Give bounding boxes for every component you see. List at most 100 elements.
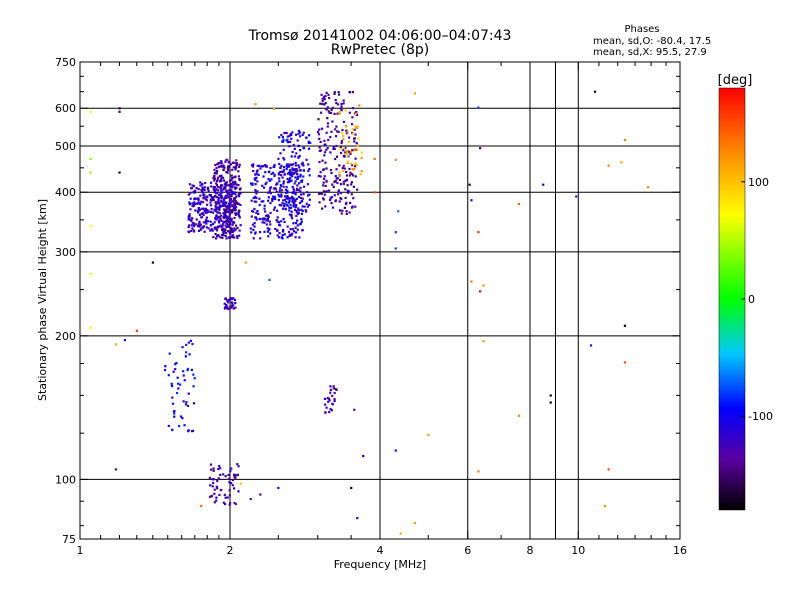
data-point — [222, 168, 225, 171]
data-point — [212, 196, 215, 199]
data-point — [219, 184, 223, 187]
data-point — [201, 186, 204, 189]
data-point — [203, 189, 206, 192]
data-point — [191, 227, 194, 230]
colorbar — [718, 87, 746, 511]
data-point — [329, 168, 333, 172]
data-point — [224, 475, 227, 478]
data-point — [289, 233, 292, 236]
data-point — [339, 107, 342, 110]
data-point — [237, 194, 241, 197]
data-point — [333, 194, 336, 197]
data-point — [345, 210, 348, 213]
y-tick-label: 300 — [55, 246, 76, 259]
data-point — [340, 105, 343, 108]
data-point — [118, 110, 121, 113]
data-point — [283, 202, 286, 206]
colorbar-tick-label: -100 — [748, 410, 773, 423]
data-point — [328, 399, 331, 402]
data-point — [345, 212, 348, 215]
data-point — [270, 178, 273, 181]
data-point — [227, 230, 230, 233]
data-point — [225, 206, 228, 210]
data-point — [301, 179, 304, 182]
data-point — [317, 133, 321, 136]
data-point — [224, 160, 227, 163]
data-point — [205, 216, 208, 219]
data-point — [206, 208, 209, 212]
data-point — [212, 481, 215, 485]
data-point — [214, 209, 217, 213]
data-point — [215, 208, 218, 211]
data-point — [214, 205, 217, 208]
data-point — [335, 155, 339, 158]
data-point — [203, 186, 206, 189]
data-point — [290, 137, 293, 140]
data-point — [225, 170, 228, 174]
data-point — [346, 160, 349, 163]
data-point — [192, 222, 195, 225]
data-point — [255, 176, 258, 179]
data-point — [228, 503, 231, 506]
data-point — [199, 228, 202, 231]
data-point — [342, 182, 345, 186]
data-point — [269, 187, 272, 190]
data-point — [203, 193, 206, 196]
data-point — [301, 197, 304, 200]
data-point — [319, 175, 322, 178]
x-axis-ticks: 1 2 4 6 8 10 16 — [77, 62, 687, 557]
data-point — [236, 202, 239, 205]
data-point — [229, 202, 232, 205]
data-point — [344, 146, 347, 150]
data-point — [334, 180, 337, 183]
data-point — [220, 176, 223, 179]
data-point — [286, 177, 289, 181]
data-point — [216, 228, 219, 231]
data-point — [355, 110, 358, 114]
data-point — [222, 203, 225, 206]
data-point — [517, 202, 521, 206]
data-point — [281, 207, 285, 210]
data-point — [351, 132, 354, 136]
data-point — [282, 138, 285, 141]
data-point — [215, 215, 218, 218]
data-point — [251, 164, 254, 167]
data-point — [271, 199, 274, 202]
data-point — [291, 200, 295, 204]
x-tick-label: 4 — [377, 544, 384, 557]
data-point — [231, 302, 234, 305]
data-point — [283, 220, 286, 224]
data-point — [232, 297, 235, 300]
data-point — [549, 394, 552, 397]
data-point — [170, 384, 174, 388]
data-point — [319, 171, 322, 174]
data-point — [300, 208, 303, 211]
data-point — [219, 236, 222, 239]
data-point — [197, 201, 200, 204]
data-point — [334, 128, 337, 131]
data-point — [323, 175, 326, 178]
data-point — [182, 400, 185, 403]
data-point — [215, 499, 218, 502]
data-point — [213, 179, 216, 182]
data-point — [293, 155, 297, 158]
data-point — [237, 212, 240, 216]
data-point — [220, 160, 223, 163]
data-point — [297, 182, 301, 185]
data-point — [189, 197, 192, 200]
data-point — [230, 467, 233, 470]
data-point — [329, 385, 332, 388]
data-point — [197, 229, 201, 232]
data-point — [234, 165, 238, 168]
data-point — [265, 214, 268, 217]
data-point — [306, 205, 309, 208]
data-point — [230, 182, 233, 186]
data-point — [281, 201, 284, 205]
data-point — [289, 197, 292, 200]
data-point — [294, 170, 298, 173]
data-point — [234, 192, 237, 196]
data-point — [209, 201, 212, 204]
data-point — [220, 488, 223, 492]
data-point — [214, 232, 217, 236]
data-point — [348, 136, 351, 139]
